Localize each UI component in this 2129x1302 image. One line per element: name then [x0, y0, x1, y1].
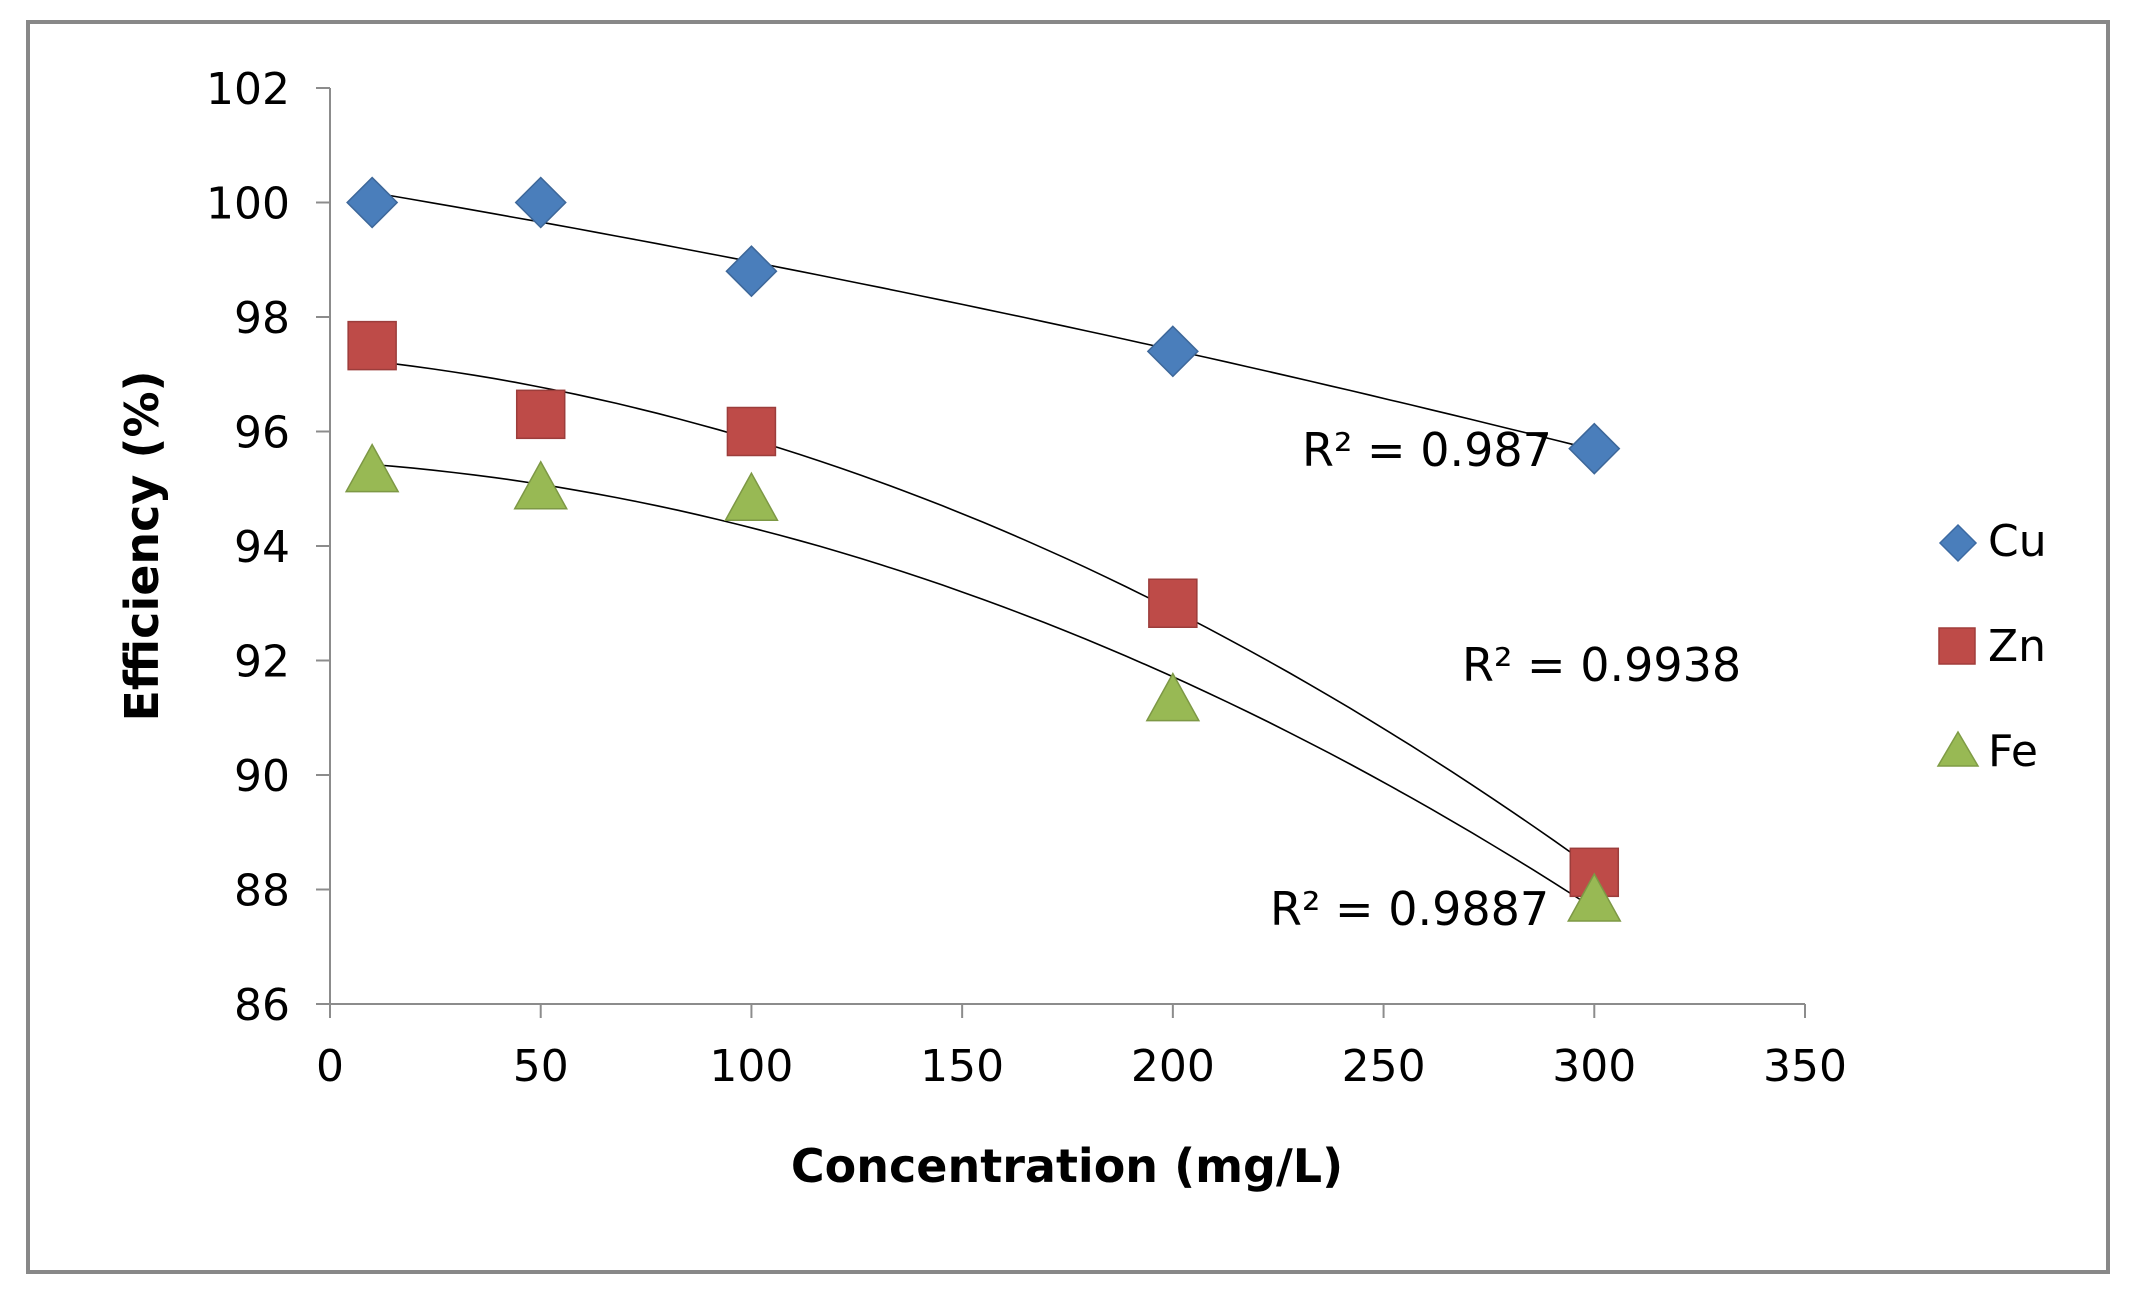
- y-tick-label-90: 90: [234, 751, 290, 802]
- x-tick-label-150: 150: [920, 1041, 1004, 1092]
- legend-item-cu: Cu: [1938, 516, 2047, 567]
- y-axis-title: Efficiency (%): [115, 370, 169, 721]
- marker-cu-300: [1568, 422, 1621, 475]
- y-tick-label-88: 88: [234, 866, 290, 917]
- y-tick-label-98: 98: [234, 293, 290, 344]
- legend-label-fe: Fe: [1988, 726, 2038, 777]
- legend-label-zn: Zn: [1988, 621, 2046, 672]
- marker-fe-200: [1145, 672, 1201, 722]
- marker-fe-50: [513, 460, 568, 510]
- marker-cu-200: [1146, 325, 1199, 378]
- marker-fe-100: [724, 471, 779, 521]
- trendlines: [371, 191, 1595, 910]
- marker-zn-50: [515, 389, 566, 440]
- legend-label-cu: Cu: [1988, 516, 2047, 567]
- r2-label-zn: R² = 0.9938: [1462, 638, 1741, 692]
- legend-marker-cu: [1938, 523, 1978, 563]
- x-ticks: 0 50 100 150 200 250 300 350: [316, 1004, 1847, 1092]
- marker-fe-10: [344, 443, 400, 493]
- legend-item-zn: Zn: [1938, 621, 2046, 672]
- trendline-fe: [372, 463, 1595, 910]
- r2-label-fe: R² = 0.9887: [1270, 882, 1549, 936]
- marker-zn-200: [1148, 578, 1198, 628]
- y-tick-label-86: 86: [234, 980, 290, 1031]
- x-tick-label-50: 50: [513, 1041, 569, 1092]
- chart-border: [26, 20, 2110, 1274]
- marker-cu-50: [514, 176, 567, 229]
- x-tick-label-350: 350: [1763, 1041, 1847, 1092]
- marker-cu-10: [346, 176, 399, 229]
- legend-item-fe: Fe: [1936, 726, 2038, 777]
- markers: [344, 176, 1622, 922]
- x-tick-label-200: 200: [1131, 1041, 1215, 1092]
- y-tick-label-96: 96: [234, 408, 290, 459]
- x-tick-label-0: 0: [316, 1041, 344, 1092]
- x-tick-label-250: 250: [1342, 1041, 1426, 1092]
- y-ticks: 86 88 90 92 94 96 98 100 102: [206, 64, 330, 1031]
- x-axis-title: Concentration (mg/L): [791, 1139, 1343, 1193]
- marker-zn-100: [726, 406, 777, 457]
- marker-zn-10: [347, 320, 397, 371]
- y-tick-label-102: 102: [206, 64, 290, 115]
- marker-fe-300: [1567, 872, 1622, 922]
- r2-labels: R² = 0.987 R² = 0.9938 R² = 0.9887: [1270, 423, 1741, 936]
- y-tick-label-94: 94: [234, 522, 290, 573]
- marker-cu-100: [725, 245, 778, 298]
- r2-label-cu: R² = 0.987: [1302, 423, 1552, 477]
- x-tick-label-300: 300: [1552, 1041, 1636, 1092]
- y-tick-label-92: 92: [234, 637, 290, 688]
- legend: Cu Zn Fe: [1936, 516, 2047, 777]
- y-tick-label-100: 100: [206, 179, 290, 230]
- trendline-cu: [371, 191, 1595, 451]
- x-tick-label-100: 100: [709, 1041, 793, 1092]
- legend-marker-zn: [1938, 627, 1976, 665]
- trendline-zn: [372, 360, 1595, 870]
- legend-marker-fe: [1936, 730, 1980, 767]
